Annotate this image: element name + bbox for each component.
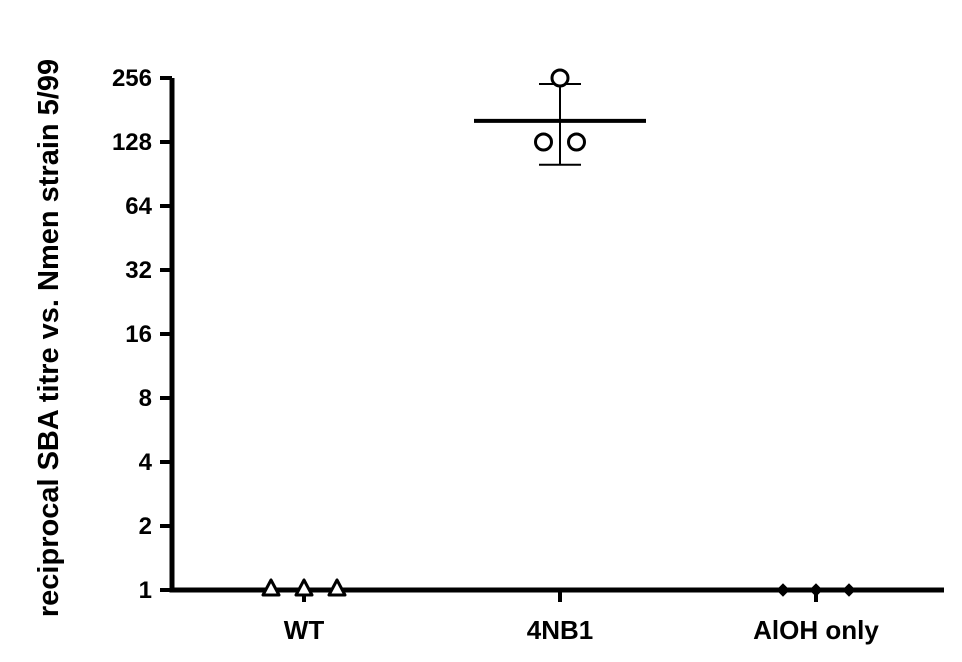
data-point-circle (534, 132, 553, 152)
data-point-diamond (842, 583, 856, 597)
data-point-triangle (327, 578, 347, 597)
y-tick-label: 128 (112, 129, 152, 156)
y-tick-label: 2 (139, 513, 152, 540)
y-tick-label: 4 (139, 449, 153, 476)
y-tick-label: 256 (112, 65, 152, 92)
data-point-triangle (261, 578, 281, 597)
y-tick-label: 64 (125, 193, 152, 220)
y-tick-label: 32 (125, 257, 152, 284)
y-tick-label: 8 (139, 385, 152, 412)
x-tick-label: WT (284, 615, 325, 645)
data-point-circle (550, 68, 570, 88)
plot-area: 1 2 4 8 16 32 64 128 256 WT 4NB1 AlOH only (112, 65, 944, 645)
y-tick-label: 1 (139, 577, 152, 604)
y-axis-title: reciprocal SBA titre vs. Nmen strain 5/9… (33, 59, 65, 617)
x-tick-label: AlOH only (753, 615, 879, 645)
y-tick-label: 16 (125, 321, 152, 348)
data-point-circle (567, 132, 586, 152)
data-point-diamond (776, 583, 790, 597)
x-tick-label: 4NB1 (527, 615, 593, 645)
data-point-triangle (294, 578, 314, 597)
data-point-diamond (809, 583, 823, 597)
